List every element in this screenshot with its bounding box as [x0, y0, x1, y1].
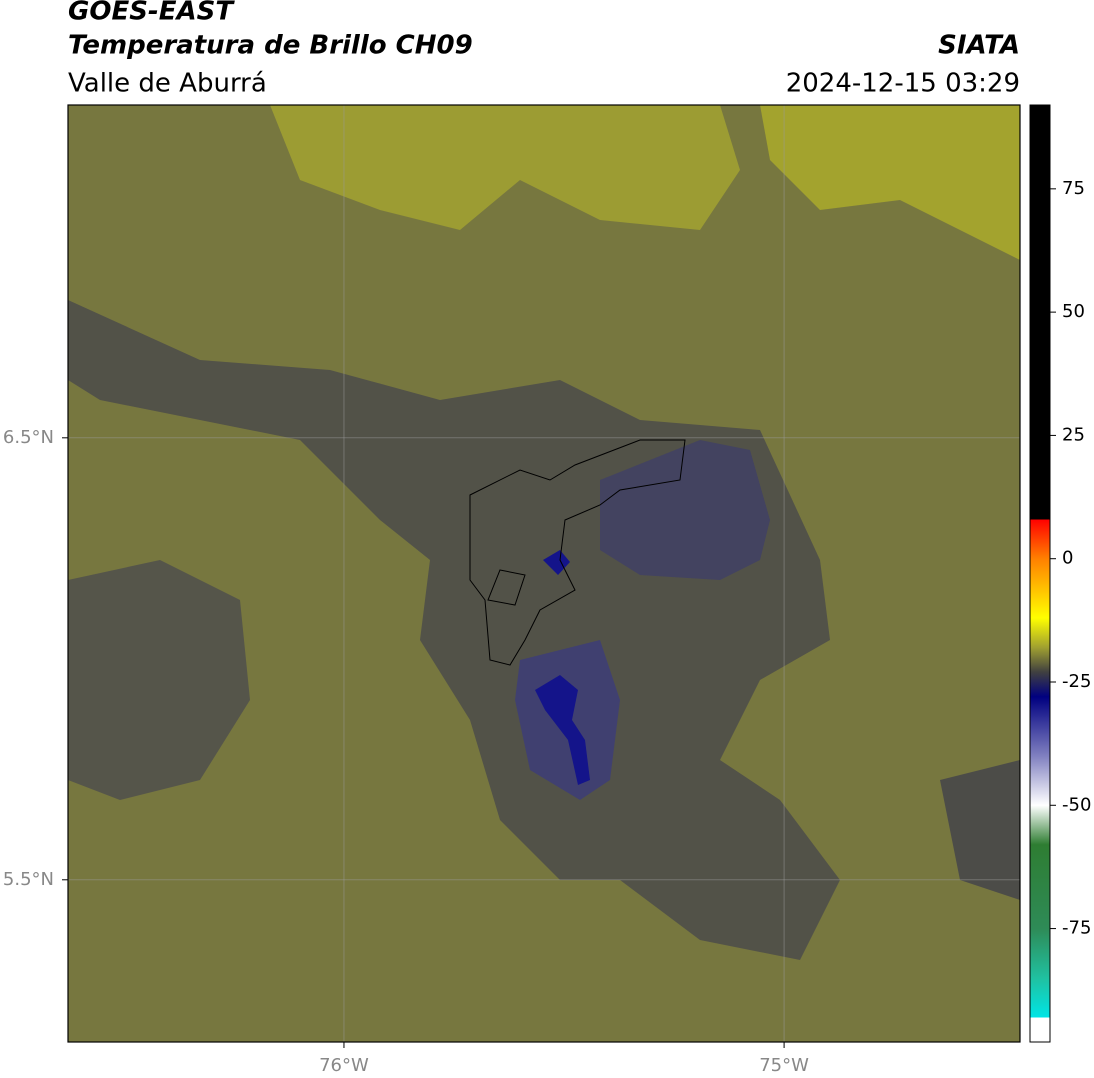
cold-area [68, 560, 250, 800]
colorbar-tick-label: 75 [1062, 178, 1085, 199]
cold-area [940, 760, 1020, 900]
x-tick-label: 76°W [319, 1055, 369, 1076]
y-tick-label: 5.5°N [3, 869, 54, 890]
warm-area [270, 105, 740, 230]
colorbar-tick-label: -50 [1062, 794, 1091, 815]
map-frame [67, 104, 1021, 1043]
y-tick-label: 6.5°N [3, 427, 54, 448]
title: GOES-EAST [68, 0, 235, 27]
source: SIATA [938, 31, 1020, 61]
municipal-boundaries [469, 439, 686, 666]
timestamp: 2024-12-15 03:29 [786, 69, 1020, 99]
x-tick-label: 75°W [759, 1055, 809, 1076]
region: Valle de Aburrá [68, 69, 267, 99]
map-field [68, 105, 1020, 1042]
coldest-area [543, 550, 570, 575]
colorbar [1029, 104, 1051, 1043]
colorbar-tick-label: 0 [1062, 548, 1073, 569]
colder-area [600, 440, 770, 580]
subtitle: Temperatura de Brillo CH09 [68, 31, 473, 61]
colorbar-tick-label: 25 [1062, 424, 1085, 445]
coldest-area [535, 675, 590, 785]
colorbar-tick-label: 50 [1062, 301, 1085, 322]
colorbar-tick-label: -25 [1062, 671, 1091, 692]
warm-area [760, 105, 1020, 260]
colorbar-tick-label: -75 [1062, 918, 1091, 939]
